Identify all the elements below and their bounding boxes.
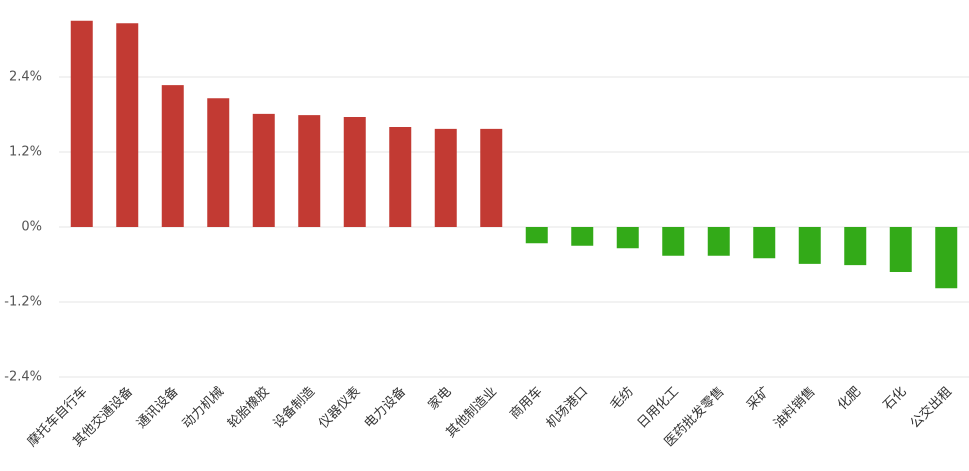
bar	[252, 113, 275, 227]
bar	[798, 227, 821, 264]
x-tick-label: 采矿	[744, 384, 773, 413]
bar	[571, 227, 594, 246]
x-tick-label: 石化	[881, 384, 910, 413]
bar	[707, 227, 730, 256]
bar	[434, 128, 457, 227]
bar	[662, 227, 685, 256]
bar	[207, 98, 230, 227]
bar	[70, 20, 93, 227]
bar	[161, 85, 184, 227]
bar	[889, 227, 912, 272]
x-tick-label: 日用化工	[635, 384, 682, 431]
bar	[116, 23, 139, 227]
x-tick-label: 动力机械	[180, 384, 227, 431]
y-tick-label: 2.4%	[9, 70, 42, 85]
y-tick-label: 1.2%	[9, 145, 42, 160]
x-tick-label: 商用车	[507, 384, 546, 423]
bar	[298, 115, 321, 227]
x-tick-label: 家电	[425, 384, 455, 414]
y-tick-label: -1.2%	[4, 295, 42, 310]
x-tick-label: 油料销售	[770, 384, 818, 432]
bar	[389, 127, 412, 227]
x-tick-label: 电力设备	[361, 384, 409, 432]
bar	[616, 227, 639, 249]
y-tick-label: -2.4%	[4, 370, 42, 385]
x-tick-label: 公交出租	[907, 384, 955, 432]
x-tick-label: 化肥	[835, 384, 864, 413]
x-tick-label: 毛纺	[608, 384, 637, 413]
y-tick-label: 0%	[21, 220, 42, 235]
bar	[480, 128, 503, 227]
bar	[753, 227, 776, 259]
x-tick-label: 设备制造	[270, 384, 318, 432]
bar	[343, 117, 366, 227]
x-tick-label: 通讯设备	[133, 384, 181, 432]
x-tick-label: 仪器仪表	[316, 384, 363, 431]
x-tick-label: 轮胎橡胶	[224, 384, 272, 432]
bar	[844, 227, 867, 266]
x-tick-label: 机场港口	[544, 384, 591, 431]
bar	[935, 227, 958, 289]
bar	[525, 227, 548, 244]
